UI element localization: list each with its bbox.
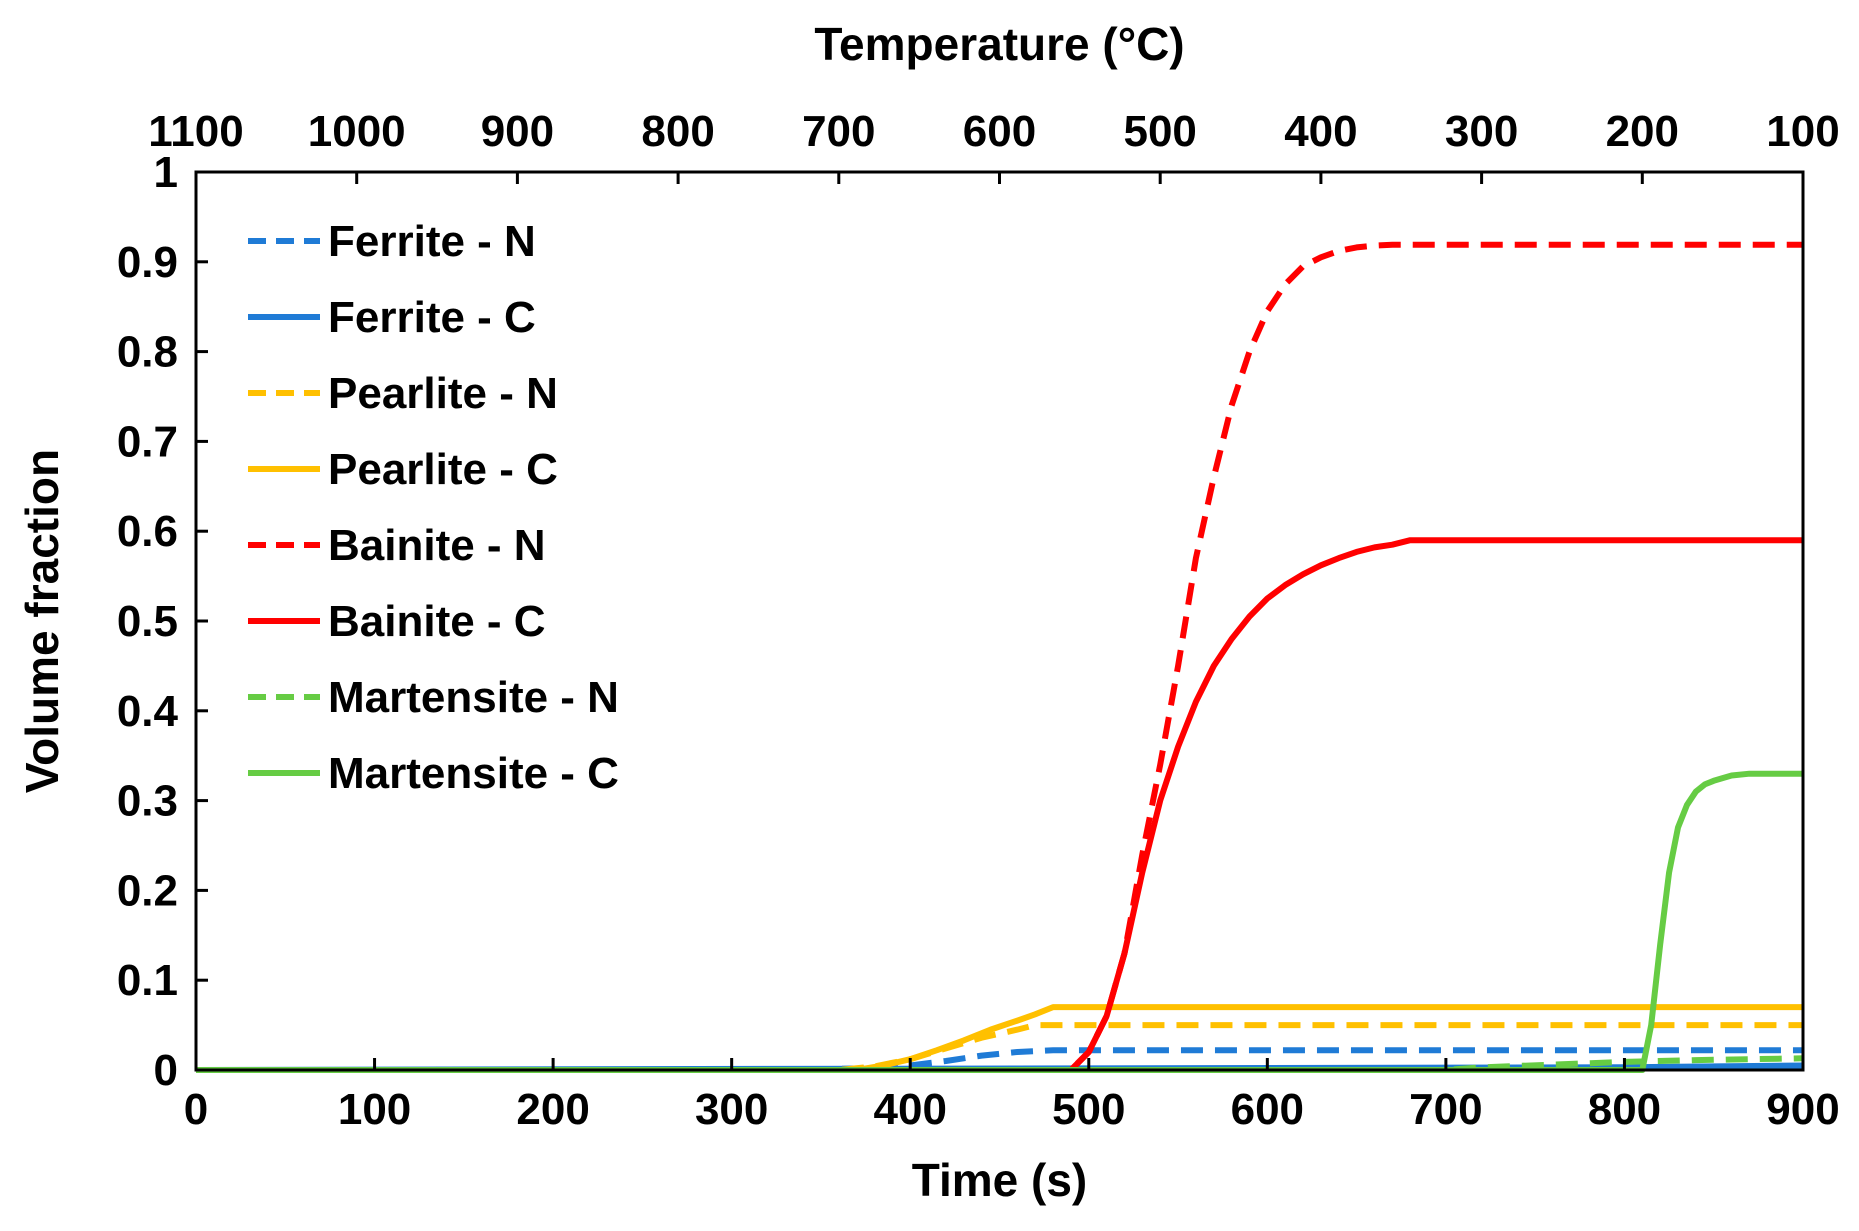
top-tick-label: 500 <box>1123 107 1196 156</box>
top-tick-label: 1000 <box>308 107 406 156</box>
top-tick-label: 1100 <box>148 107 243 156</box>
legend-label-pearlite-n: Pearlite - N <box>328 369 558 418</box>
y-axis-title: Volume fraction <box>16 449 68 793</box>
x-axis-title: Time (s) <box>912 1154 1088 1206</box>
y-tick-label: 0.3 <box>117 777 178 826</box>
y-tick-label: 0.7 <box>117 417 178 466</box>
x-tick-label: 600 <box>1231 1085 1304 1134</box>
x-tick-label: 0 <box>184 1085 208 1134</box>
top-tick-label: 300 <box>1445 107 1518 156</box>
y-tick-label: 0.2 <box>117 866 178 915</box>
x-tick-label: 400 <box>874 1085 947 1134</box>
top-tick-label: 900 <box>481 107 554 156</box>
x-tick-label: 900 <box>1766 1085 1839 1134</box>
top-tick-label: 600 <box>963 107 1036 156</box>
legend-label-bainite-n: Bainite - N <box>328 521 546 570</box>
y-tick-label: 0 <box>154 1046 178 1095</box>
legend-label-bainite-c: Bainite - C <box>328 597 546 646</box>
y-tick-label: 0.8 <box>117 328 178 377</box>
x-tick-label: 500 <box>1052 1085 1125 1134</box>
y-tick-label: 1 <box>154 148 178 197</box>
y-tick-label: 0.1 <box>117 956 178 1005</box>
series-line-bainite-n <box>196 241 1803 1073</box>
legend: Ferrite - N Ferrite - C Pearlite - N Pearli… <box>248 217 619 798</box>
plot-lines <box>195 241 1804 1073</box>
y-tick-label: 0.5 <box>117 597 178 646</box>
legend-label-martensite-n: Martensite - N <box>328 673 619 722</box>
legend-label-pearlite-c: Pearlite - C <box>328 445 558 494</box>
legend-label-martensite-c: Martensite - C <box>328 749 619 798</box>
axis-ticks: 0 100 200 300 400 500 600 700 800 900 0 0.1 0.2 0.3 0.… <box>117 107 1840 1134</box>
series-line-martensite-c <box>196 770 1803 1073</box>
x-tick-label: 800 <box>1588 1085 1661 1134</box>
x-tick-label: 100 <box>338 1085 411 1134</box>
top-tick-label: 200 <box>1606 107 1679 156</box>
top-tick-label: 800 <box>641 107 714 156</box>
y-tick-label: 0.9 <box>117 238 178 287</box>
top-axis-title: Temperature (°C) <box>814 18 1184 70</box>
series-line-ferrite-n <box>196 1047 1803 1073</box>
y-tick-label: 0.4 <box>117 687 179 736</box>
series-line-martensite-n <box>196 1055 1804 1073</box>
top-tick-label: 700 <box>802 107 875 156</box>
top-tick-label: 100 <box>1766 107 1839 156</box>
top-tick-label: 400 <box>1284 107 1357 156</box>
legend-label-ferrite-c: Ferrite - C <box>328 293 536 342</box>
x-tick-label: 300 <box>695 1085 768 1134</box>
legend-label-ferrite-n: Ferrite - N <box>328 217 536 266</box>
x-tick-label: 200 <box>516 1085 589 1134</box>
x-tick-label: 700 <box>1409 1085 1482 1134</box>
series-line-bainite-c <box>196 537 1803 1073</box>
y-tick-label: 0.6 <box>117 507 178 556</box>
